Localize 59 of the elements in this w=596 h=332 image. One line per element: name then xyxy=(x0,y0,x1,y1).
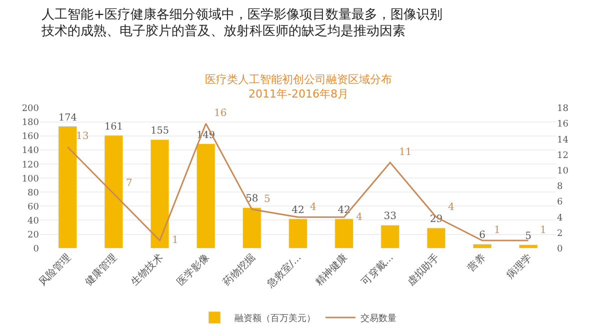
y-tick-label: 100 xyxy=(22,174,40,184)
data-label: 5 xyxy=(264,194,270,205)
y2-tick-label: 18 xyxy=(557,104,569,114)
x-tick-label: 精神健康 xyxy=(312,251,350,288)
y2-tick-label: 2 xyxy=(557,228,563,239)
x-tick-label: 药物挖掘 xyxy=(220,251,258,288)
data-label: 4 xyxy=(310,202,316,213)
data-label: 155 xyxy=(150,126,169,137)
y-tick-label: 60 xyxy=(28,202,40,212)
y-tick-label: 20 xyxy=(28,230,40,240)
y2-tick-label: 4 xyxy=(557,213,563,224)
x-tick-label: 健康管理 xyxy=(82,251,120,288)
x-tick-label: 可穿戴... xyxy=(359,251,396,288)
data-label: 13 xyxy=(76,131,89,142)
y-tick-label: 120 xyxy=(22,160,40,170)
y-tick-label: 180 xyxy=(22,118,40,128)
y2-tick-label: 10 xyxy=(557,166,569,176)
data-label: 11 xyxy=(399,147,412,158)
x-tick-label: 医学影像 xyxy=(174,251,212,288)
x-tick-label: 急救室/... xyxy=(264,251,304,291)
data-label: 174 xyxy=(58,112,77,124)
y2-tick-label: 8 xyxy=(557,182,563,192)
y-tick-label: 80 xyxy=(28,188,40,198)
legend-label: 融资额（百万美元） xyxy=(234,313,316,324)
y-tick-label: 140 xyxy=(22,146,40,156)
data-label: 1 xyxy=(540,225,546,236)
data-label: 16 xyxy=(214,108,227,119)
data-label: 6 xyxy=(479,230,486,242)
y-tick-label: 200 xyxy=(22,104,40,114)
y2-tick-label: 6 xyxy=(557,198,563,208)
y2-tick-label: 14 xyxy=(557,135,569,146)
chart-subtitle: 医疗类人工智能初创公司融资区域分布 2011年-2016年8月 xyxy=(205,73,392,100)
line-series xyxy=(66,122,530,242)
y2-tick-label: 16 xyxy=(557,120,569,130)
data-label: 4 xyxy=(448,202,454,213)
data-label: 1 xyxy=(494,225,500,236)
data-label: 1 xyxy=(172,235,178,246)
y-tick-label: 0 xyxy=(33,244,40,254)
x-tick-label: 虚拟助手 xyxy=(405,251,442,288)
y2-tick-label: 0 xyxy=(557,244,563,254)
x-tick-label: 病理学 xyxy=(504,251,534,282)
data-label: 42 xyxy=(292,204,304,216)
data-label: 58 xyxy=(246,194,258,205)
data-label: 42 xyxy=(338,204,350,216)
y-tick-label: 160 xyxy=(22,132,40,142)
x-tick-label: 营养 xyxy=(465,251,488,274)
data-label: 7 xyxy=(126,178,132,189)
x-tick-label: 风险管理 xyxy=(36,251,74,288)
bar xyxy=(518,244,538,248)
bar xyxy=(472,244,492,248)
y2-tick-label: 12 xyxy=(557,150,568,161)
legend-label: 交易数量 xyxy=(360,313,396,324)
data-label: 4 xyxy=(356,212,362,223)
y-tick-label: 40 xyxy=(28,216,40,226)
data-label: 161 xyxy=(104,121,123,132)
chart-title: 人工智能+医疗健康各细分领域中，医学影像项目数量最多，图像识别技术的成熟、电子胶片的普及、放射科医师的缺乏均是推动因素 xyxy=(40,7,443,40)
x-tick-label: 生物技术 xyxy=(128,251,166,288)
data-label: 33 xyxy=(384,211,397,222)
data-label: 5 xyxy=(525,230,532,242)
